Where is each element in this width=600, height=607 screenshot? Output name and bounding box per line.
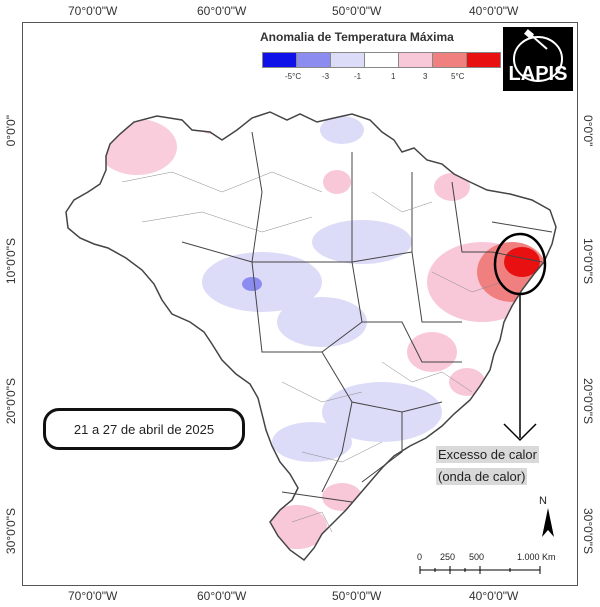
top-tick-50w: 50°0'0"W — [332, 4, 382, 18]
left-tick-20s: 20°0'0"S — [4, 378, 18, 425]
annotation-line-1: Excesso de calor — [436, 446, 539, 463]
period-box: 21 a 27 de abril de 2025 — [43, 408, 245, 450]
legend-label-m1: -1 — [354, 72, 362, 81]
swatch-7 — [466, 52, 501, 68]
brazil-map — [65, 111, 557, 574]
scale-label-500: 500 — [469, 552, 485, 562]
legend-label-m3: -3 — [322, 72, 330, 81]
annotation-line-2: (onda de calor) — [436, 468, 528, 485]
scale-label-250: 250 — [440, 552, 456, 562]
satellite-icon — [513, 29, 563, 82]
bottom-tick-40w: 40°0'0"W — [469, 589, 519, 603]
swatch-2 — [296, 52, 331, 68]
logo-text: LAPIS — [508, 63, 568, 85]
bottom-tick-50w: 50°0'0"W — [332, 589, 382, 603]
right-tick-30s: 30°0'0"S — [581, 508, 595, 555]
left-tick-0: 0°0'0" — [4, 115, 18, 147]
right-tick-10s: 10°0'0"S — [581, 238, 595, 285]
legend-label-p1: 1 — [391, 72, 396, 81]
scale-label-1000: 1.000 Km — [517, 552, 556, 562]
lapis-logo: LAPIS — [503, 27, 573, 91]
swatch-3 — [330, 52, 365, 68]
top-tick-40w: 40°0'0"W — [469, 4, 519, 18]
swatch-6 — [432, 52, 467, 68]
swatch-4 — [364, 52, 399, 68]
legend-swatches — [262, 52, 501, 68]
legend-label-m5: -5°C — [285, 72, 302, 81]
top-tick-70w: 70°0'0"W — [68, 4, 118, 18]
scale-bar — [419, 566, 541, 574]
period-text: 21 a 27 de abril de 2025 — [73, 421, 215, 437]
left-tick-10s: 10°0'0"S — [4, 238, 18, 285]
legend: Anomalia de Temperatura Máxima -5°C -3 -… — [258, 30, 501, 88]
bottom-tick-60w: 60°0'0"W — [197, 589, 247, 603]
left-tick-30s: 30°0'0"S — [4, 508, 18, 555]
right-tick-20s: 20°0'0"S — [581, 378, 595, 425]
legend-label-p5: 5°C — [451, 72, 465, 81]
bottom-tick-70w: 70°0'0"W — [68, 589, 118, 603]
north-label: N — [539, 495, 547, 507]
north-arrow — [542, 508, 554, 537]
legend-label-p3: 3 — [423, 72, 428, 81]
scale-label-0: 0 — [417, 552, 423, 562]
legend-title: Anomalia de Temperatura Máxima — [260, 30, 454, 44]
swatch-1 — [262, 52, 297, 68]
right-tick-0: 0°0'0" — [581, 115, 595, 147]
top-tick-60w: 60°0'0"W — [197, 4, 247, 18]
swatch-5 — [398, 52, 433, 68]
